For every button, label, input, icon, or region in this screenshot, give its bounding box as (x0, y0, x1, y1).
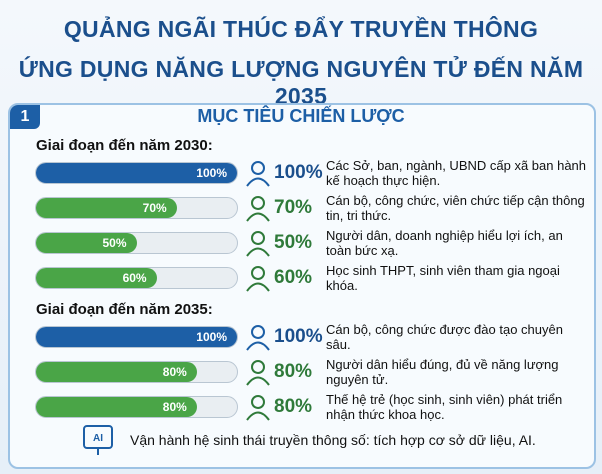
value-label: 70% (142, 201, 167, 215)
section-number: 1 (10, 105, 40, 129)
value-label: 50% (102, 236, 127, 250)
row-icon (246, 231, 270, 257)
value-label: 80% (162, 400, 187, 414)
progress-fill: 70% (36, 198, 177, 218)
big-percent: 80% (274, 361, 313, 382)
value-label: 100% (196, 330, 227, 344)
ai-icon: AI (83, 425, 113, 455)
progress-track: 80% (35, 361, 238, 383)
progress-track: 60% (35, 267, 238, 289)
progress-fill: 80% (36, 362, 197, 382)
description: Cán bộ, công chức, viên chức tiếp cận th… (326, 193, 585, 223)
big-percent: 60% (274, 267, 313, 288)
progress-track: 80% (35, 396, 238, 418)
progress-fill: 80% (36, 397, 197, 417)
progress-fill: 60% (36, 268, 157, 288)
progress-fill: 100% (36, 163, 237, 183)
title-line: ỨNG DỤNG NĂNG LƯỢNG NGUYÊN TỬ ĐẾN NĂM 20… (18, 56, 584, 109)
description: Cán bộ, công chức được đào tạo chuyên sâ… (326, 322, 563, 352)
row-icon (246, 360, 270, 386)
value-label: 80% (162, 365, 187, 379)
description: Các Sở, ban, ngành, UBND cấp xã ban hành… (326, 158, 587, 188)
row-icon (246, 395, 270, 421)
progress-track: 50% (35, 232, 238, 254)
phase-title: Giai đoạn đến năm 2035: (36, 301, 213, 318)
progress-track: 100% (35, 326, 238, 348)
description: Người dân, doanh nghiệp hiểu lợi ích, an… (326, 228, 563, 258)
value-label: 60% (122, 271, 147, 285)
progress-fill: 100% (36, 327, 237, 347)
svg-text:AI: AI (93, 433, 103, 444)
big-percent: 70% (274, 197, 313, 218)
row-icon (246, 325, 270, 351)
big-percent: 80% (274, 396, 313, 417)
phase-title: Giai đoạn đến năm 2030: (36, 137, 213, 154)
footer: Vận hành hệ sinh thái truyền thông số: t… (130, 432, 536, 448)
big-percent: 100% (274, 326, 323, 347)
row-icon (246, 266, 270, 292)
description: Thế hệ trẻ (học sinh, sinh viên) phát tr… (326, 392, 563, 422)
progress-track: 100% (35, 162, 238, 184)
progress-track: 70% (35, 197, 238, 219)
row-icon (246, 196, 270, 222)
progress-fill: 50% (36, 233, 137, 253)
title-line: QUẢNG NGÃI THÚC ĐẨY TRUYỀN THÔNG (63, 16, 539, 42)
description: Người dân hiểu đúng, đủ về năng lượng ng… (326, 357, 559, 387)
description: Học sinh THPT, sinh viên tham gia ngoại … (326, 263, 560, 293)
section-title: MỤC TIÊU CHIẾN LƯỢC (197, 106, 405, 126)
big-percent: 100% (274, 162, 323, 183)
big-percent: 50% (274, 232, 313, 253)
value-label: 100% (196, 166, 227, 180)
row-icon (246, 161, 270, 187)
